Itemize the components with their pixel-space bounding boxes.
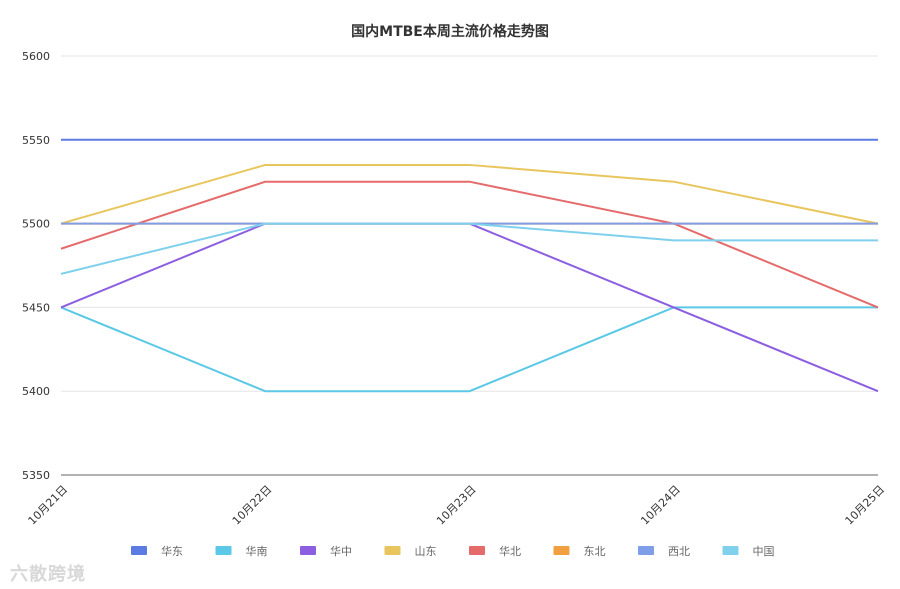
chart-title: 国内MTBE本周主流价格走势图 [351, 23, 549, 40]
series-line-7 [60, 222, 878, 275]
legend-label: 华北 [499, 544, 521, 558]
y-axis-ticks: 5350 5400 5450 5500 5550 5600 [22, 50, 50, 482]
x-tick-label: 10月25日 [843, 483, 888, 528]
legend-swatch [215, 546, 232, 555]
grid-lines [61, 55, 878, 476]
series-line-4 [60, 180, 879, 309]
legend-swatch [553, 546, 570, 555]
legend[interactable]: 华东 华南 华中 山东 华北 东北 西北 中国 [131, 544, 775, 558]
x-tick-label: 10月24日 [638, 483, 683, 528]
x-tick-label: 10月22日 [230, 483, 275, 528]
legend-label: 华南 [246, 544, 268, 558]
x-tick-label: 10月23日 [434, 483, 479, 528]
legend-label: 西北 [668, 545, 690, 558]
legend-label: 华中 [330, 544, 352, 558]
y-tick-label: 5400 [22, 385, 50, 398]
y-tick-label: 5500 [22, 218, 50, 231]
legend-swatch [469, 546, 485, 555]
legend-label: 中国 [753, 545, 775, 558]
legend-label: 东北 [584, 545, 606, 558]
series-line-3 [60, 163, 879, 225]
y-tick-label: 5600 [22, 50, 50, 63]
legend-swatch [384, 546, 401, 555]
y-tick-label: 5350 [22, 469, 50, 482]
legend-swatch [722, 546, 739, 555]
legend-swatch [300, 546, 316, 555]
x-axis: 10月21日 10月22日 10月23日 10月24日 10月25日 [26, 483, 888, 528]
legend-swatch [131, 546, 147, 555]
series-line-1 [60, 306, 878, 393]
y-tick-label: 5450 [22, 301, 50, 314]
series-lines [60, 138, 879, 393]
y-tick-label: 5550 [22, 134, 50, 147]
x-tick-label: 10月21日 [26, 483, 71, 528]
legend-label: 山东 [415, 545, 437, 558]
legend-swatch [638, 546, 654, 555]
watermark: 六散跨境 [10, 564, 86, 585]
legend-label: 华东 [161, 544, 183, 558]
